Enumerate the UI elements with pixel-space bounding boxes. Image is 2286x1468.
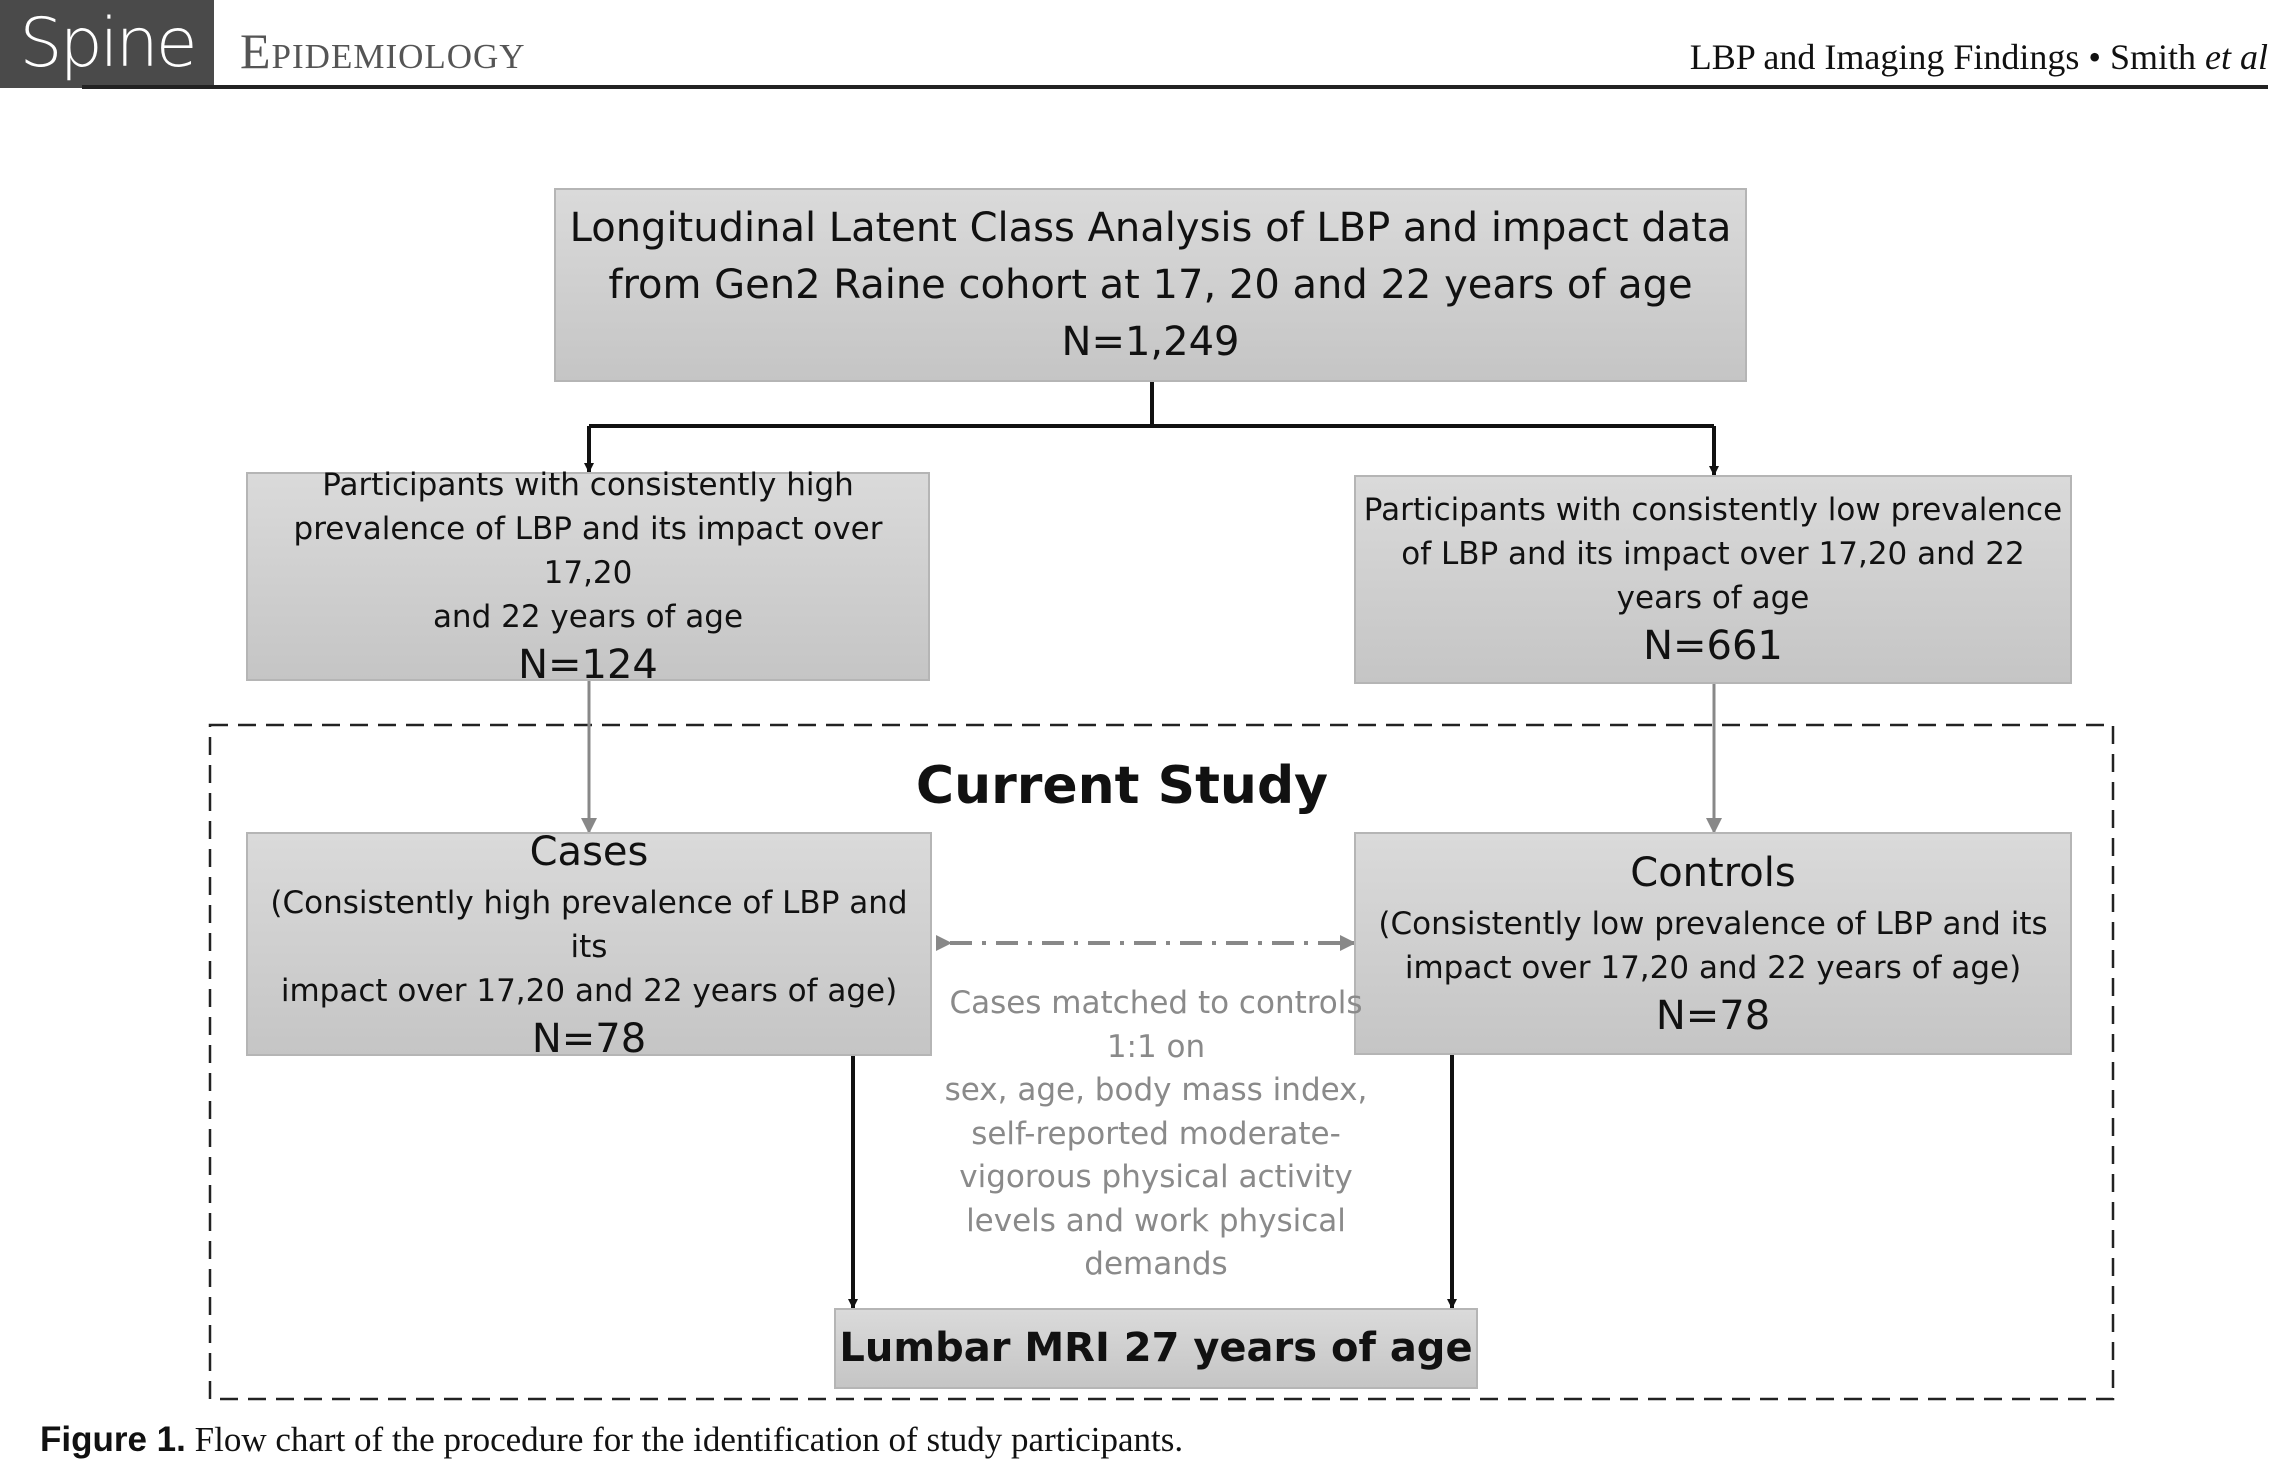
matching-line: sex, age, body mass index, [944,1072,1368,1108]
caption-label: Figure 1. [40,1420,186,1459]
low-n: N=661 [1643,622,1783,669]
current-study-frame [208,723,2115,1401]
current-study-title: Current Study [915,756,1329,816]
low-prevalence-box: Participants with consistently low preva… [1354,475,2072,684]
journal-logo: Spine [0,0,214,88]
low-line2: of LBP and its impact over 17,20 and 22 [1401,535,2025,572]
matching-line: 1:1 on [1106,1028,1206,1065]
section-label: Epidemiology [240,23,526,79]
cases-line1: (Consistently high prevalence of LBP and… [270,884,908,965]
matching-line: vigorous physical activity [959,1159,1353,1195]
controls-box: Controls (Consistently low prevalence of… [1354,832,2072,1055]
mri-label: Lumbar MRI 27 years of age [839,1325,1473,1371]
high-prevalence-box: Participants with consistently high prev… [246,467,930,688]
cases-n: N=78 [531,1015,647,1062]
controls-line2: impact over 17,20 and 22 years of age) [1404,950,2022,986]
running-title: LBP and Imaging Findings [1689,37,2080,77]
cohort-box: Longitudinal Latent Class Analysis of LB… [554,188,1747,382]
matching-line: levels and work physical [966,1202,1346,1239]
caption-text: Flow chart of the procedure for the iden… [194,1420,1184,1459]
matching-line: Cases matched to controls [949,985,1363,1021]
authors: Smith [2109,37,2197,77]
controls-title: Controls [1630,850,1796,896]
cases-line2: impact over 17,20 and 22 years of age) [280,972,898,1009]
low-line1: Participants with consistently low preva… [1363,491,2063,528]
controls-line1: (Consistently low prevalence of LBP and … [1378,906,2048,942]
controls-n: N=78 [1655,993,1771,1039]
high-line2: prevalence of LBP and its impact over 17… [293,510,883,591]
header-rule [82,85,2268,89]
mri-box: Lumbar MRI 27 years of age [834,1308,1478,1389]
bullet: • [2088,37,2101,77]
cohort-line1: Longitudinal Latent Class Analysis of LB… [569,204,1732,251]
matching-criteria: Cases matched to controls 1:1 on sex, ag… [940,982,1372,1287]
matching-line: self-reported moderate- [971,1115,1341,1152]
low-line3: years of age [1616,579,1810,616]
high-line3: and 22 years of age [432,598,744,635]
matching-line: demands [1084,1246,1228,1282]
cases-title: Cases [529,828,649,875]
cohort-line2: from Gen2 Raine cohort at 17, 20 and 22 … [608,261,1693,308]
figure-caption: Figure 1. Flow chart of the procedure fo… [40,1420,1183,1460]
cases-box: Cases (Consistently high prevalence of L… [246,829,932,1062]
high-line1: Participants with consistently high [322,466,854,503]
running-header: LBP and Imaging Findings • Smith et al [1690,36,2268,78]
et-al: et al [2205,37,2268,77]
split-connector [589,382,1714,428]
cohort-n: N=1,249 [1061,318,1240,365]
high-n: N=124 [518,641,658,688]
